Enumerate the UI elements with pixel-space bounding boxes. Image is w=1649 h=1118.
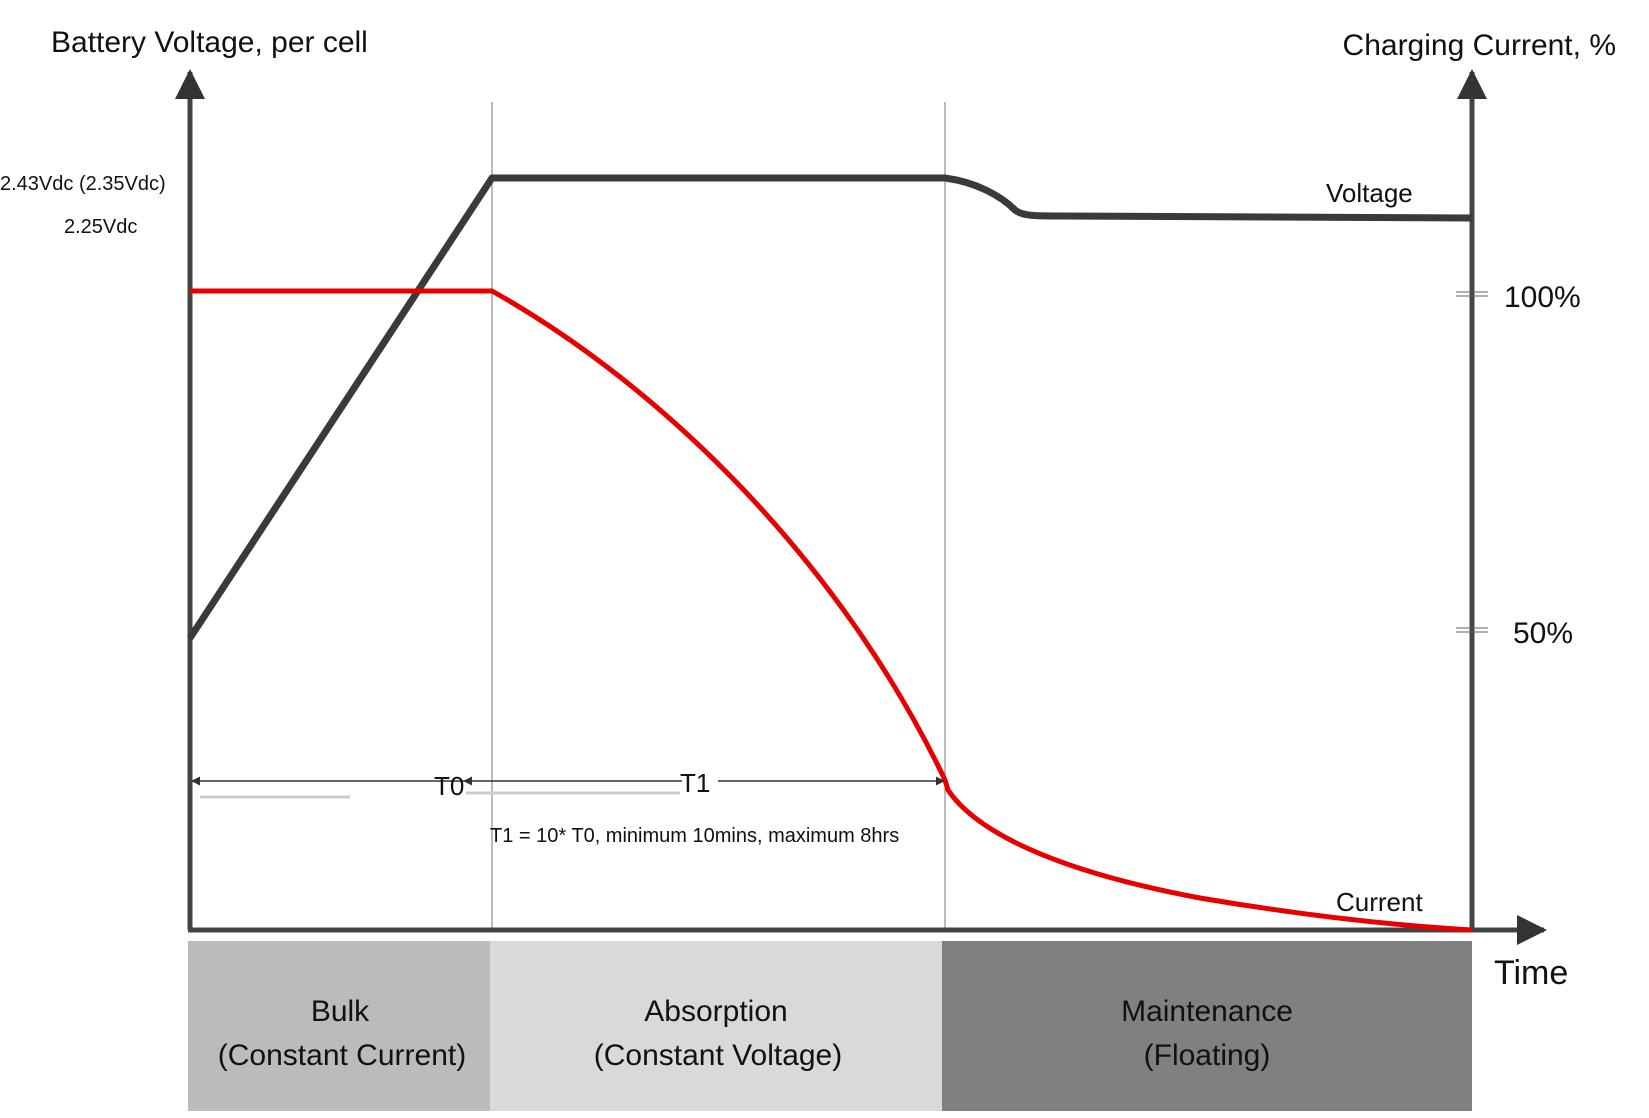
stage-band-maintenance: [942, 941, 1472, 1111]
stage-maintenance-detail: (Floating): [1144, 1039, 1271, 1072]
right-tick-50: 50%: [1513, 617, 1573, 650]
stage-band-bulk: [188, 941, 490, 1111]
t0-label: T0: [434, 771, 464, 801]
stage-absorption-detail: (Constant Voltage): [594, 1039, 842, 1072]
stage-band-absorption: [490, 941, 942, 1111]
left-tick-high: 2.43Vdc (2.35Vdc): [0, 173, 166, 195]
stage-bulk-detail: (Constant Current): [218, 1039, 466, 1072]
current-curve: [190, 288, 1473, 933]
time-axis-title: Time: [1494, 954, 1568, 992]
t1-label: T1: [680, 768, 710, 798]
stage-absorption-name: Absorption: [644, 995, 787, 1028]
stage-bulk-name: Bulk: [311, 995, 370, 1028]
right-axis-title: Charging Current, %: [1343, 29, 1616, 62]
right-tick-100: 100%: [1504, 281, 1581, 314]
voltage-label: Voltage: [1326, 178, 1413, 208]
timing-note: T1 = 10* T0, minimum 10mins, maximum 8hr…: [490, 825, 899, 847]
voltage-curve: [187, 174, 1473, 640]
stage-maintenance-name: Maintenance: [1121, 995, 1293, 1028]
left-tick-low: 2.25Vdc: [64, 216, 137, 238]
current-label: Current: [1336, 887, 1423, 917]
left-axis-title: Battery Voltage, per cell: [51, 26, 368, 59]
